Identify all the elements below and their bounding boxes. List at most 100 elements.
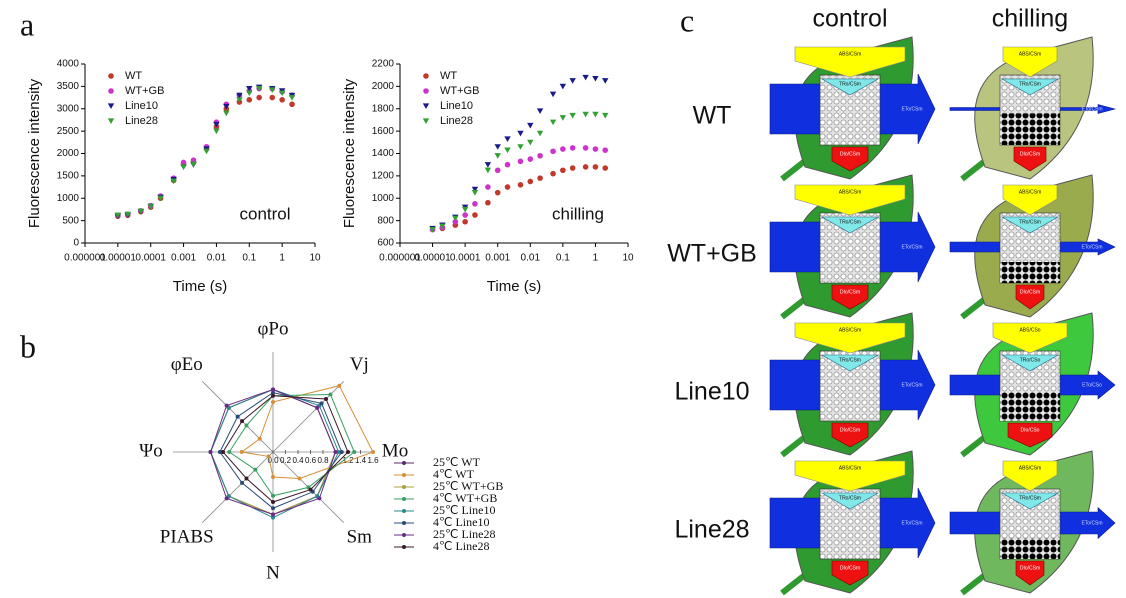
data-point [582,111,589,118]
data-point [485,199,491,206]
radar-point [224,496,229,501]
x-tick-label: 10 [622,253,634,264]
radar-axis-label: Sm [347,527,373,548]
data-point [471,190,479,196]
radar-axis-label: N [266,562,280,583]
x-tick-label: 0.000001 [379,253,421,264]
r-tick-label: 0.2 [280,456,292,465]
tro-label: TRo/CSm [1019,81,1041,87]
data-point [592,111,599,118]
legend-marker [402,485,406,489]
y-tick-label: 1500 [57,171,80,182]
dio-shape [831,560,869,586]
eto-label: ETo/CSm [1081,520,1102,526]
dio-shape [1013,146,1047,172]
x-tick-label: 0.0001 [450,253,481,264]
legend-label: 25℃ Line10 [433,503,495,517]
data-point [485,184,491,190]
legend-label: Line28 [440,115,473,127]
leaf-model: ABS/CSm TRo/CSm ETo/CSm DIo/CSm [769,312,936,458]
column-header: chilling [992,5,1068,33]
r-tick-label: 1.6 [367,456,379,465]
radar-point [253,467,258,472]
legend-marker [402,545,406,549]
y-tick-label: 1600 [372,126,395,137]
legend-marker [423,73,429,79]
eto-label: ETo/CSm [901,244,922,250]
r-tick-label: 1.4 [355,456,367,465]
data-point [569,145,576,151]
annotation: chilling [552,204,604,223]
y-tick-label: 2000 [372,81,395,92]
x-tick-label: 1 [593,253,599,264]
y-tick-label: 600 [377,238,394,249]
radar-point [308,487,313,492]
radar-point [324,396,329,401]
data-point [494,189,501,196]
abs-shape [1002,46,1058,78]
data-point [550,148,556,155]
data-point [582,74,589,81]
data-point [582,145,589,151]
tro-label: TRo/CSm [1019,219,1041,225]
dio-label: DIo/CSm [840,565,860,571]
abs-shape [794,46,906,78]
dio-label: DIo/CSm [840,427,860,433]
x-tick-label: 0.00001 [414,253,451,264]
radar-point [271,393,275,398]
dio-label: DIo/CSm [1020,151,1040,157]
dio-label: DIo/CSm [840,289,860,295]
dio-label: DIo/CSm [840,151,860,157]
panel-label: c [680,2,694,38]
radar-point [257,436,262,441]
tro-shape [1000,216,1060,234]
radar-spoke [202,451,274,523]
data-point [517,130,524,137]
data-point [592,75,599,82]
data-point [550,170,556,177]
x-tick-label: 1 [279,253,285,264]
data-point [602,147,609,153]
tro-label: TRo/CSo [1020,357,1041,363]
data-point [549,119,557,126]
y-tick-label: 1800 [372,103,395,114]
data-point [569,165,576,171]
y-tick-label: 3500 [57,81,80,92]
leaf-model: ABS/CSm TRo/CSm ETo/CSm DIo/CSm [769,36,936,182]
tro-label: TRo/CSm [839,81,861,87]
legend-marker [107,118,115,124]
y-tick-label: 1200 [372,171,395,182]
x-axis-title: Time (s) [173,278,227,295]
data-point [560,167,566,174]
tro-label: TRo/CSm [839,495,861,501]
radar-point [240,419,245,424]
data-point [504,147,511,154]
data-point [452,215,459,222]
radar-axis-label: PIABS [160,527,214,548]
row-label: Line10 [674,378,749,406]
data-point [517,182,524,188]
data-point [592,164,599,170]
abs-label: ABS/CSm [1019,51,1042,57]
data-point [246,97,253,103]
radar-point [352,450,357,454]
leaf-model: ABS/CSm TRo/CSm ETo/CSm DIo/CSm [769,174,936,320]
leaf-model: ABS/CSm TRo/CSm ETo/CSm DIo/CSm [949,450,1116,596]
y-axis-title: Fluorescence intensity [26,78,43,228]
radar-axis-label: Mo [382,440,408,461]
data-point [537,175,543,181]
abs-label: ABS/CSm [839,465,862,471]
data-point [236,97,243,103]
legend-label: 4℃ WT+GB [433,491,497,505]
tro-label: TRo/CSm [839,357,861,363]
data-point [602,165,609,171]
x-axis-title: Time (s) [487,278,541,295]
legend-marker [107,103,115,109]
abs-shape [992,322,1068,354]
abs-shape [1002,184,1058,216]
radar-point [271,500,275,504]
radar-line [222,395,349,503]
y-tick-label: 3000 [57,103,80,114]
radar-point [271,387,275,392]
radar-point [271,493,275,498]
